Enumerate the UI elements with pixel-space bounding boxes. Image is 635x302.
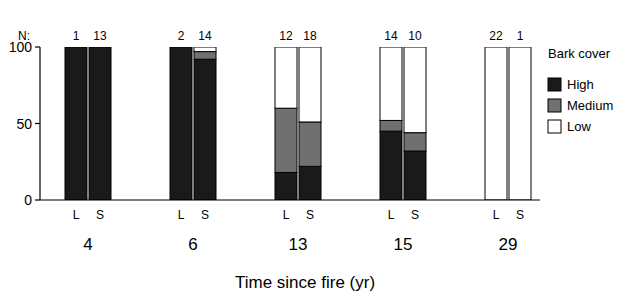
bar-segment — [299, 47, 321, 122]
legend-label: Low — [567, 119, 591, 134]
n-label: 1 — [517, 29, 524, 43]
bar-segment — [65, 47, 87, 200]
y-tick — [35, 46, 40, 47]
bar-segment — [194, 59, 216, 200]
x-tick-label: S — [306, 208, 314, 222]
n-title: N: — [18, 29, 30, 43]
legend-label: High — [567, 77, 594, 92]
x-tick-label: L — [493, 208, 500, 222]
x-tick-label: L — [73, 208, 80, 222]
legend-title: Bark cover — [548, 46, 611, 61]
n-label: 22 — [489, 29, 503, 43]
legend-swatch — [548, 99, 561, 112]
y-tick — [35, 199, 40, 200]
bar-segment — [170, 47, 192, 48]
x-tick-label: S — [411, 208, 419, 222]
chart: 050100L1S13L2S14L12S18L14S10L22S1N:46131… — [0, 0, 635, 302]
x-axis-title: Time since fire (yr) — [235, 273, 375, 292]
legend-swatch — [548, 120, 561, 133]
group-label: 6 — [188, 235, 197, 254]
y-tick-label: 0 — [24, 192, 32, 208]
bar-segment — [65, 47, 87, 48]
bar-segment — [194, 52, 216, 60]
bar-segment — [89, 47, 111, 48]
x-tick-label: S — [201, 208, 209, 222]
bar-segment — [485, 47, 507, 200]
bars — [65, 47, 531, 200]
n-label: 14 — [384, 29, 398, 43]
bar-segment — [404, 47, 426, 133]
bar-segment — [380, 120, 402, 131]
bar-segment — [275, 108, 297, 172]
bar-segment — [194, 47, 216, 52]
n-label: 2 — [178, 29, 185, 43]
n-label: 13 — [93, 29, 107, 43]
group-label: 29 — [499, 235, 518, 254]
x-tick-label: S — [96, 208, 104, 222]
bar-segment — [89, 47, 111, 48]
group-label: 13 — [289, 235, 308, 254]
n-label: 1 — [73, 29, 80, 43]
legend-label: Medium — [567, 98, 613, 113]
legend: Bark cover High Medium Low — [548, 46, 613, 134]
bar-segment — [404, 133, 426, 151]
n-label: 12 — [279, 29, 293, 43]
legend-swatch — [548, 78, 561, 91]
n-label: 10 — [408, 29, 422, 43]
x-tick-label: L — [283, 208, 290, 222]
y-tick — [35, 123, 40, 124]
bar-segment — [275, 47, 297, 108]
bar-segment — [509, 47, 531, 200]
bar-segment — [65, 47, 87, 48]
group-label: 4 — [83, 235, 92, 254]
y-tick-label: 50 — [16, 116, 32, 132]
n-label: 18 — [303, 29, 317, 43]
bar-segment — [89, 47, 111, 200]
bar-segment — [380, 47, 402, 120]
bar-segment — [299, 166, 321, 200]
bar-segment — [404, 151, 426, 200]
x-tick-label: S — [516, 208, 524, 222]
bar-segment — [275, 172, 297, 200]
bar-segment — [380, 131, 402, 200]
x-tick-label: L — [178, 208, 185, 222]
group-label: 15 — [394, 235, 413, 254]
x-axis — [40, 199, 540, 200]
bar-segment — [170, 47, 192, 48]
bar-segment — [170, 47, 192, 200]
bar-segment — [299, 122, 321, 166]
n-label: 14 — [198, 29, 212, 43]
x-tick-label: L — [388, 208, 395, 222]
